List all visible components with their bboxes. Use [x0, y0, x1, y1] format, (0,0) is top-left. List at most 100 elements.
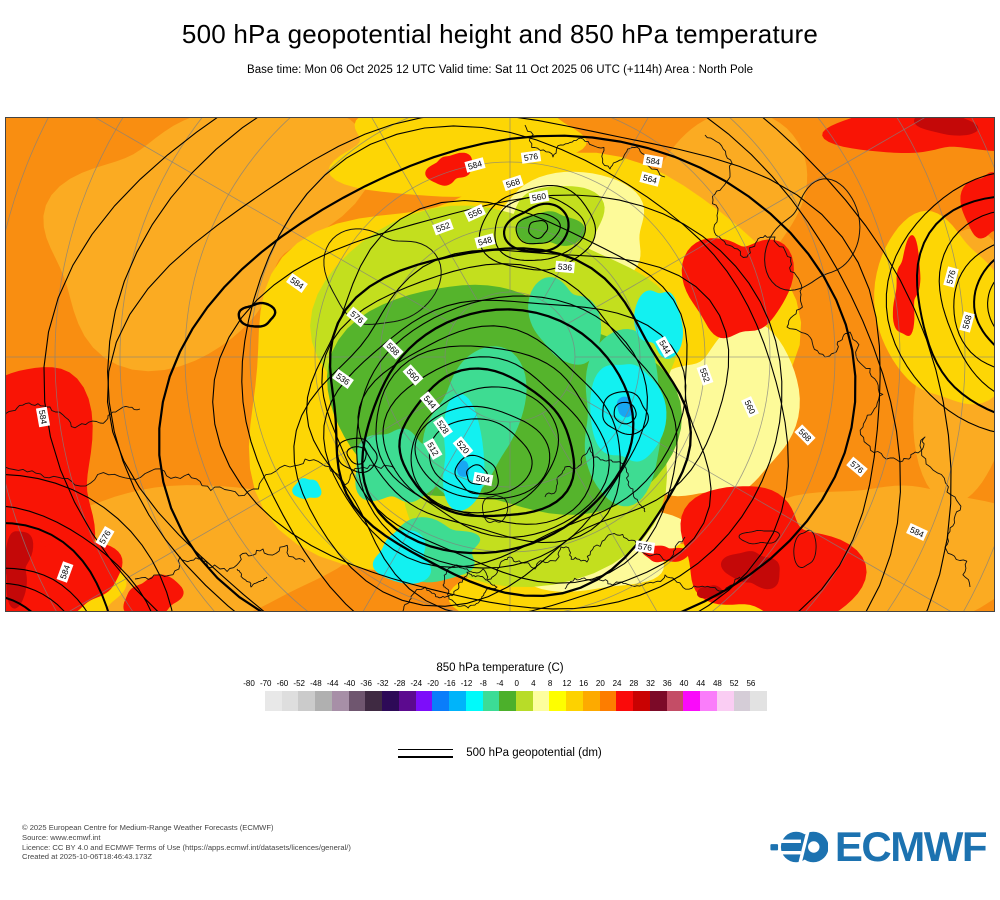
temp-color-swatch: [733, 691, 751, 711]
temp-tick-label: -16: [443, 679, 456, 688]
contour-label: 552: [696, 364, 714, 386]
temp-color-swatch: [499, 691, 517, 711]
svg-text:576: 576: [944, 269, 957, 286]
contour-label: 584: [35, 406, 51, 428]
temp-color-swatch: [265, 691, 282, 711]
temp-color-swatch: [700, 691, 717, 711]
contour-label: 552: [432, 218, 454, 236]
temp-tick-label: -48: [310, 679, 322, 688]
temp-tick-label: 52: [729, 679, 739, 688]
temp-color-swatch: [348, 691, 366, 711]
temp-tick-label: 12: [562, 679, 572, 688]
geopotential-legend-label: 500 hPa geopotential (dm): [466, 747, 602, 759]
created-at-line: Created at 2025-10-06T18:46:43.173Z: [22, 852, 153, 862]
temp-color-swatch: [599, 691, 617, 711]
temp-tick-label: 28: [629, 679, 639, 688]
contour-label: 576: [520, 150, 542, 164]
temp-color-swatch: [716, 691, 734, 711]
temp-tick-label: 0: [514, 679, 519, 688]
contour-label: 584: [642, 153, 664, 169]
temp-color-swatch: [465, 691, 483, 711]
temp-tick-label: -12: [460, 679, 473, 688]
svg-text:552: 552: [435, 220, 452, 234]
temp-color-swatch: [365, 691, 383, 711]
contour-label: 556: [464, 204, 486, 222]
temp-color-swatch: [298, 691, 316, 711]
svg-text:560: 560: [531, 191, 547, 203]
thick-contour-line: [398, 755, 454, 758]
temp-color-swatch: [666, 691, 684, 711]
contour-label: 536: [555, 260, 575, 274]
temperature-colorbar-swatches: [265, 691, 768, 711]
temp-color-swatch: [415, 691, 433, 711]
temp-color-swatch: [566, 691, 583, 711]
contour-label: 504: [472, 471, 494, 487]
temp-color-swatch: [482, 691, 500, 711]
temp-tick-label: 36: [662, 679, 672, 688]
temp-tick-label: -60: [276, 679, 289, 688]
temp-tick-label: 8: [547, 679, 553, 688]
weather-map-canvas: 5845845845845845845765765765765765765685…: [5, 117, 995, 612]
footer: © 2025 European Centre for Medium-Range …: [22, 823, 351, 862]
contour-label: 584: [906, 523, 928, 541]
temp-tick-label: -32: [377, 679, 389, 688]
svg-text:576: 576: [523, 151, 539, 163]
ecmwf-logo-text: ECMWF: [834, 823, 988, 870]
temp-color-swatch: [549, 691, 567, 711]
base-valid-time-line: Base time: Mon 06 Oct 2025 12 UTC Valid …: [247, 64, 753, 76]
page-title: 500 hPa geopotential height and 850 hPa …: [181, 19, 819, 49]
temp-tick-label: -80: [243, 679, 255, 688]
contour-label: 576: [634, 540, 656, 554]
copyright-line: © 2025 European Centre for Medium-Range …: [22, 823, 274, 832]
contour-label: 548: [474, 233, 496, 249]
svg-text:584: 584: [645, 155, 661, 167]
temp-tick-label: -24: [410, 679, 423, 688]
temp-color-swatch: [750, 691, 768, 711]
temp-tick-label: -8: [479, 679, 487, 688]
svg-text:548: 548: [477, 234, 494, 247]
temp-color-swatch: [649, 691, 667, 711]
geopotential-legend: 500 hPa geopotential (dm): [0, 742, 1000, 764]
contour-label: 584: [464, 157, 486, 173]
temp-color-swatch: [382, 691, 399, 711]
temperature-legend-title: 850 hPa temperature (C): [436, 662, 564, 674]
ecmwf-logo: ECMWF: [770, 823, 988, 870]
contour-label: 568: [959, 311, 975, 333]
temp-color-swatch: [516, 691, 533, 711]
ecmwf-logo-icon: [770, 830, 828, 865]
temp-color-swatch: [432, 691, 450, 711]
temperature-colorbar-ticks: -80 -70 -60 -52 -48 -44 -40 -36 -32 -28 -24 -20 -16-…: [243, 679, 769, 691]
svg-text:536: 536: [557, 261, 572, 272]
temp-tick-label: 44: [696, 679, 706, 688]
svg-text:584: 584: [58, 563, 72, 580]
temp-tick-label: 32: [646, 679, 655, 688]
temp-color-swatch: [683, 691, 701, 711]
contour-label: 584: [56, 561, 74, 583]
temp-color-swatch: [616, 691, 634, 711]
contour-line-sample: [398, 748, 454, 758]
svg-text:552: 552: [698, 367, 712, 384]
thin-contour-line: [398, 748, 454, 750]
contour-label: 564: [639, 171, 661, 187]
temp-tick-label: -4: [496, 679, 504, 688]
temp-color-swatch: [582, 691, 600, 711]
licence-line: Licence: CC BY 4.0 and ECMWF Terms of Us…: [22, 842, 351, 852]
temp-tick-label: -70: [259, 679, 272, 688]
temp-color-swatch: [331, 691, 349, 711]
svg-text:584: 584: [37, 409, 49, 425]
temp-color-swatch: [315, 691, 332, 711]
temp-tick-label: 20: [595, 679, 605, 688]
temp-tick-label: -20: [427, 679, 439, 688]
temp-tick-label: 4: [531, 679, 536, 688]
temp-color-swatch: [532, 691, 550, 711]
temp-tick-label: -40: [343, 679, 356, 688]
contour-label: 560: [741, 396, 759, 418]
source-line: Source: www.ecmwf.int: [22, 832, 101, 842]
svg-text:568: 568: [960, 314, 973, 331]
contour-label: 576: [943, 266, 959, 288]
svg-text:504: 504: [475, 473, 491, 485]
svg-text:584: 584: [467, 158, 484, 171]
temp-tick-label: -52: [293, 679, 305, 688]
temp-tick-label: 16: [579, 679, 589, 688]
